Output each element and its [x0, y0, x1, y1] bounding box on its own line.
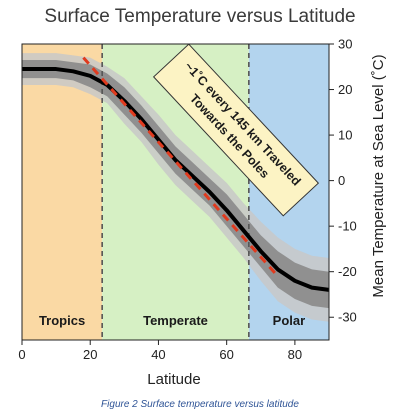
zone-labels: Tropics Temperate Polar	[39, 313, 305, 328]
y-tick-label: -20	[338, 264, 357, 279]
series-lines	[22, 56, 330, 292]
y-tick-label: -30	[338, 310, 357, 325]
zone-label-temperate: Temperate	[143, 313, 208, 328]
zone-label-polar: Polar	[273, 313, 306, 328]
y-tick-label: 20	[338, 82, 352, 97]
y-tick-label: 30	[338, 37, 352, 52]
chart-title: Surface Temperature versus Latitude	[44, 6, 356, 27]
zone-label-tropics: Tropics	[39, 313, 85, 328]
figure-caption: Figure 2 Surface temperature versus lati…	[101, 399, 299, 410]
x-tick-label: 40	[151, 347, 165, 362]
y-tick-label: 10	[338, 128, 352, 143]
x-tick-label: 20	[83, 347, 97, 362]
trend-line	[82, 56, 279, 278]
mean-temperature-line	[22, 67, 330, 292]
axes: 0 20 40 60 80 30 20 10 0 -10 -20 -30	[18, 37, 356, 363]
y-axis-label: Mean Temperature at Sea Level (˚C)	[370, 54, 387, 297]
x-tick-label: 0	[18, 347, 25, 362]
x-axis-label: Latitude	[147, 371, 200, 388]
zone-boundaries	[101, 44, 250, 340]
y-tick-label: 0	[338, 173, 345, 188]
x-tick-label: 60	[219, 347, 233, 362]
annotation-box	[152, 43, 320, 217]
y-tick-label: -10	[338, 219, 357, 234]
x-tick-label: 80	[288, 347, 302, 362]
zones	[22, 44, 329, 340]
plot-frame	[21, 43, 330, 341]
